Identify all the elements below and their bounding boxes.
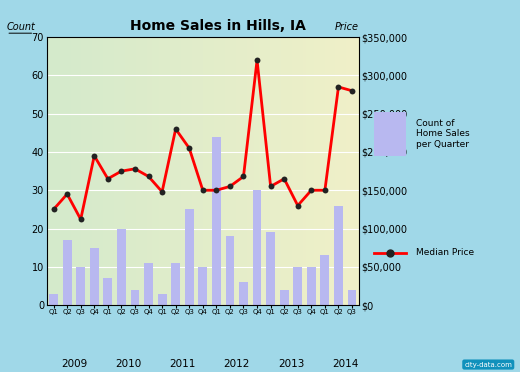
Bar bbox=[171, 263, 180, 305]
Bar bbox=[76, 267, 85, 305]
Text: city-data.com: city-data.com bbox=[464, 362, 512, 368]
Bar bbox=[293, 267, 302, 305]
Text: Price: Price bbox=[335, 22, 359, 32]
Bar bbox=[226, 236, 235, 305]
Point bbox=[145, 173, 153, 179]
Bar bbox=[266, 232, 275, 305]
Text: Count: Count bbox=[6, 22, 35, 32]
Bar bbox=[199, 267, 207, 305]
Point bbox=[49, 206, 58, 212]
Text: 2010: 2010 bbox=[115, 359, 141, 369]
Point bbox=[199, 187, 207, 193]
Point bbox=[131, 166, 139, 172]
Point bbox=[158, 189, 166, 195]
Bar bbox=[280, 290, 289, 305]
Bar bbox=[117, 228, 126, 305]
Bar bbox=[347, 290, 356, 305]
Point bbox=[90, 153, 98, 159]
Bar bbox=[253, 190, 262, 305]
Point bbox=[172, 126, 180, 132]
Point bbox=[117, 168, 125, 174]
Point bbox=[253, 57, 261, 63]
Bar bbox=[212, 137, 221, 305]
Text: 2014: 2014 bbox=[332, 359, 358, 369]
Point bbox=[348, 88, 356, 94]
Bar bbox=[185, 209, 193, 305]
Text: 2013: 2013 bbox=[278, 359, 304, 369]
Point bbox=[294, 203, 302, 209]
Point bbox=[239, 173, 248, 179]
Text: Median Price: Median Price bbox=[416, 248, 474, 257]
Text: Count of
Home Sales
per Quarter: Count of Home Sales per Quarter bbox=[416, 119, 470, 149]
Bar bbox=[158, 294, 166, 305]
Bar bbox=[144, 263, 153, 305]
Point bbox=[103, 176, 112, 182]
Text: 2012: 2012 bbox=[224, 359, 250, 369]
Point bbox=[266, 183, 275, 189]
Bar bbox=[307, 267, 316, 305]
Bar bbox=[63, 240, 72, 305]
Bar bbox=[131, 290, 139, 305]
Text: Home Sales in Hills, IA: Home Sales in Hills, IA bbox=[131, 19, 306, 33]
Point bbox=[185, 145, 193, 151]
Text: 2011: 2011 bbox=[170, 359, 196, 369]
Bar bbox=[90, 248, 99, 305]
Point bbox=[226, 183, 234, 189]
Point bbox=[63, 191, 71, 197]
Bar bbox=[239, 282, 248, 305]
Bar bbox=[103, 278, 112, 305]
Text: 2009: 2009 bbox=[61, 359, 87, 369]
Point bbox=[334, 84, 343, 90]
Point bbox=[76, 217, 85, 222]
Point bbox=[307, 187, 316, 193]
Point bbox=[212, 187, 220, 193]
Point bbox=[321, 187, 329, 193]
Bar bbox=[49, 294, 58, 305]
Point bbox=[280, 176, 289, 182]
Bar bbox=[334, 206, 343, 305]
Bar bbox=[320, 255, 329, 305]
